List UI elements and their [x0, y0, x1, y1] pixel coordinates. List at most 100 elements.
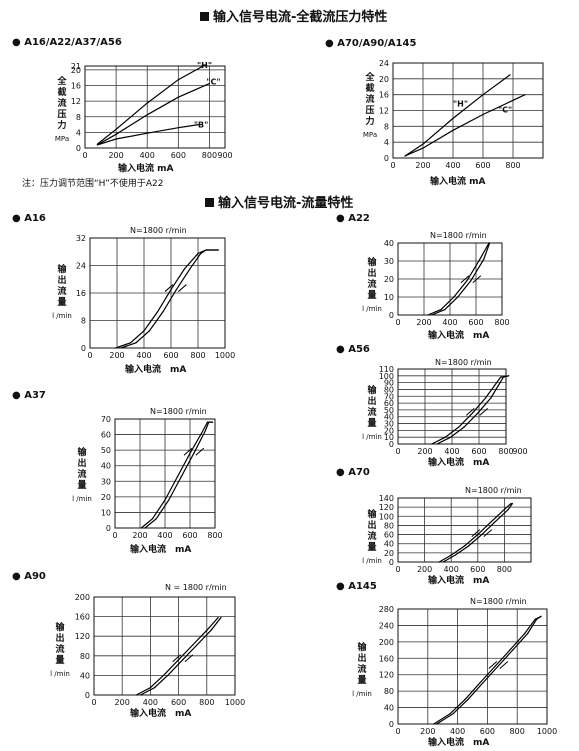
chart-p1	[84, 65, 226, 149]
y-tick-label: 50	[384, 406, 394, 415]
y-axis-unit: l /min	[72, 495, 92, 503]
y-tick-label: 100	[379, 372, 394, 381]
series-line	[431, 242, 491, 316]
y-tick-label: 8	[76, 113, 81, 122]
y-tick-label: 80	[80, 652, 90, 661]
x-tick-label: 800	[510, 727, 525, 736]
y-tick-label: 20	[384, 275, 394, 284]
y-tick-label: 90	[384, 379, 394, 388]
data-point	[135, 342, 137, 344]
speed-note: N=1800 r/min	[465, 486, 522, 495]
y-tick-label: 120	[75, 632, 90, 641]
pressure-section-title: 输入信号电流-全截流压力特性	[200, 6, 387, 25]
speed-note: N = 1800 r/min	[165, 583, 227, 592]
hysteresis-arrow	[471, 529, 481, 537]
chart-f1	[89, 237, 226, 349]
data-point	[494, 665, 496, 668]
plot-frame	[84, 65, 226, 149]
y-tick-label: 110	[379, 365, 394, 374]
x-tick-label: 0	[112, 531, 117, 540]
hysteresis-arrow	[172, 654, 181, 663]
chart-f3	[397, 368, 510, 445]
series-label: "C"	[206, 78, 220, 87]
y-axis-unit: l /min	[52, 312, 72, 320]
y-tick-label: 8	[384, 122, 389, 131]
data-point	[177, 127, 179, 129]
data-point	[452, 129, 454, 131]
y-axis-label-char: 量	[367, 289, 376, 301]
plot-frame	[392, 62, 544, 159]
data-point	[208, 82, 211, 85]
data-point	[453, 296, 455, 298]
y-tick-label: 10	[384, 433, 394, 442]
x-tick-label: 0	[395, 318, 400, 327]
data-point	[494, 521, 496, 523]
y-tick-label: 0	[85, 691, 90, 700]
data-point	[176, 476, 179, 478]
y-tick-label: 80	[384, 385, 394, 394]
data-point	[168, 673, 170, 676]
x-tick-label: 800	[498, 447, 513, 456]
y-axis-unit: MPa	[55, 135, 69, 143]
x-tick-label: 1000	[225, 698, 245, 707]
x-tick-label: 400	[445, 161, 460, 170]
x-tick-label: 400	[444, 565, 459, 574]
data-point	[449, 713, 451, 715]
y-tick-label: 30	[384, 257, 394, 266]
data-point	[217, 249, 219, 251]
y-tick-label: 21	[71, 62, 81, 71]
x-tick-label: 200	[132, 531, 147, 540]
y-axis-label-char: 流	[77, 468, 86, 480]
y-tick-label: 40	[384, 540, 394, 549]
data-point	[444, 309, 446, 311]
data-point	[202, 65, 204, 67]
data-point	[115, 347, 117, 349]
chart-f6	[93, 596, 236, 696]
hysteresis-arrow	[488, 661, 498, 669]
y-tick-label: 20	[71, 66, 81, 75]
x-tick-label: 800	[494, 318, 509, 327]
data-point	[466, 280, 468, 282]
y-axis-label-char: 输	[367, 256, 377, 268]
y-axis-label-char: 量	[77, 479, 86, 491]
series-line	[136, 617, 219, 696]
data-point	[497, 665, 499, 668]
plot-frame	[93, 596, 236, 696]
data-point	[211, 421, 214, 423]
hysteresis-arrow	[465, 407, 475, 416]
data-point	[524, 633, 526, 635]
plot-frame	[89, 237, 226, 349]
series-line	[97, 124, 199, 146]
data-point	[115, 138, 117, 140]
x-tick-label: 0	[395, 565, 400, 574]
flow-section-title-text: 输入信号电流-流量特性	[218, 196, 354, 211]
x-tick-label: 900	[512, 447, 527, 456]
x-tick-label: 1000	[215, 351, 235, 360]
x-tick-label: 400	[450, 727, 465, 736]
data-point	[482, 94, 484, 96]
x-tick-label: 600	[475, 161, 490, 170]
x-tick-label: 800	[505, 161, 520, 170]
data-point	[477, 412, 479, 414]
y-tick-label: 16	[71, 82, 81, 91]
y-tick-label: 20	[101, 493, 111, 502]
y-tick-label: 0	[81, 344, 86, 353]
data-point	[201, 430, 204, 433]
series-line	[404, 74, 511, 157]
pressure-section-title-text: 输入信号电流-全截流压力特性	[213, 10, 388, 25]
chart-title: ● A16	[12, 213, 46, 224]
y-axis-label-char: 流	[357, 663, 366, 675]
pressure-note: 注：压力调节范围“H”不使用于A22	[22, 179, 164, 189]
data-point	[450, 554, 452, 556]
y-tick-label: 60	[101, 431, 111, 440]
data-point	[534, 618, 536, 620]
x-axis-label: 输入电流 mA	[125, 363, 186, 375]
data-point	[489, 242, 491, 244]
data-point	[189, 268, 191, 270]
y-tick-label: 50	[101, 446, 111, 455]
square-bullet-icon	[205, 198, 214, 207]
x-axis-label: 输入电流 mA	[130, 707, 191, 719]
series-line	[427, 242, 490, 316]
chart-title: ● A37	[12, 390, 46, 401]
